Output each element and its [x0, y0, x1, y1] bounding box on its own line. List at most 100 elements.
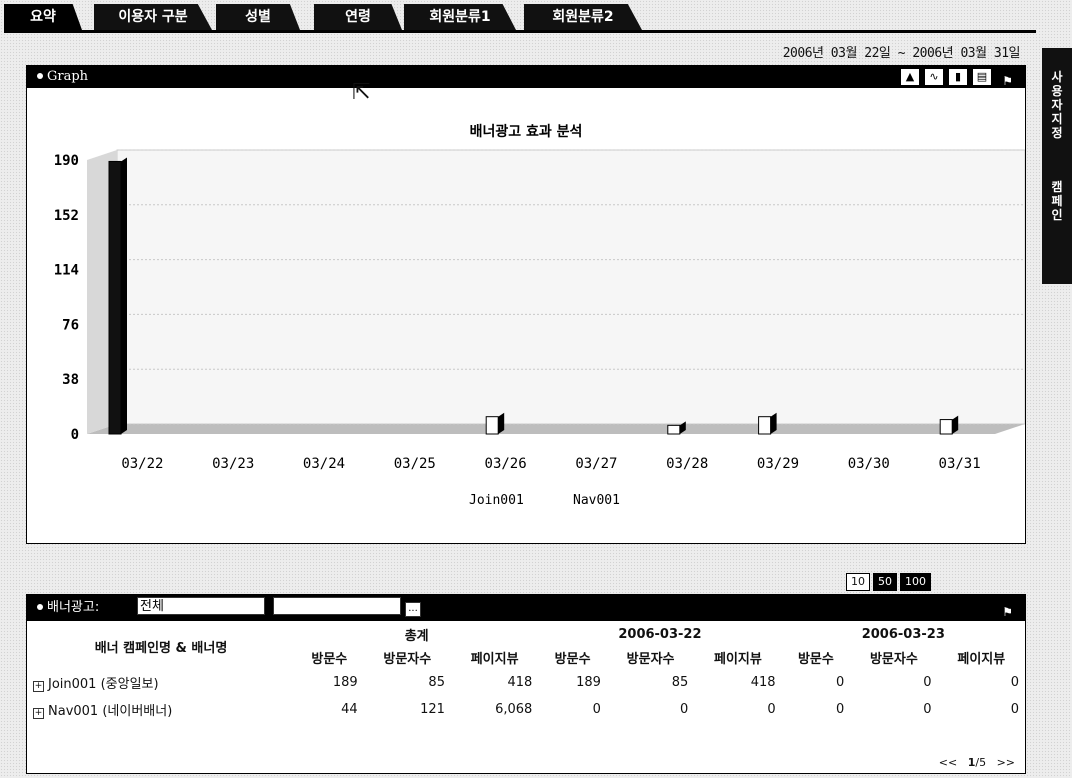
graph-panel-title: Graph	[47, 69, 89, 84]
x-tick-label: 03/27	[575, 456, 617, 472]
banner-filter-label: 배너광고:	[47, 600, 100, 615]
table-cell: 0	[923, 675, 932, 690]
legend-entry: Nav001	[573, 493, 620, 508]
bar-chart: 0 38 76 114 152 190 배너광고 효과 분석 03/22 03/23 03/24 0…	[54, 123, 1026, 508]
legend-entry: Join001	[469, 493, 524, 508]
bar-join001	[108, 160, 122, 435]
table-cell: 0	[679, 702, 689, 717]
tab-member-class-1[interactable]: 회원분류1	[404, 4, 516, 30]
column-header-visitors: 방문자수	[869, 652, 918, 667]
graph-panel-header: Graph ▲ ∿ ▮ ▤ ⚑	[27, 66, 1025, 88]
bullet-icon	[37, 73, 43, 79]
y-tick-label: 114	[54, 263, 79, 279]
column-header-pageviews: 페이지뷰	[714, 652, 762, 667]
bar-side-nav001	[498, 412, 505, 434]
x-tick-label: 03/26	[485, 456, 527, 472]
table-cell: 0	[1010, 675, 1019, 690]
x-tick-label: 03/25	[394, 456, 436, 472]
graph-panel: Graph ▲ ∿ ▮ ▤ ⚑ 0 38 76 114 152 190 배너광고 효과 분석…	[26, 65, 1026, 544]
tab-user-type[interactable]: 이용자 구분	[94, 4, 212, 30]
table-cell: 0	[923, 702, 932, 717]
page-size-10[interactable]: 10	[846, 573, 870, 591]
chart-floor	[87, 424, 1025, 434]
table-cell: 418	[507, 675, 533, 690]
column-header-visits: 방문수	[311, 652, 348, 667]
column-header-pageviews: 페이지뷰	[470, 652, 519, 667]
chart-type-toolbar: ▲ ∿ ▮ ▤	[901, 69, 991, 85]
line-chart-icon[interactable]: ∿	[925, 69, 943, 85]
chart-area: 0 38 76 114 152 190 배너광고 효과 분석 03/22 03/23 03/24 0…	[27, 88, 1026, 543]
banner-filter-select[interactable]: 전체	[137, 597, 265, 615]
tab-bar-divider	[4, 30, 1036, 33]
column-header-visits: 방문수	[797, 652, 834, 667]
tab-gender[interactable]: 성별	[216, 4, 300, 30]
expand-icon[interactable]: +	[33, 708, 44, 719]
column-header-pageviews: 페이지뷰	[957, 652, 1006, 667]
column-header-banner-name: 배너 캠페인명 & 배너명	[94, 640, 228, 656]
banner-stats-table: 배너 캠페인명 & 배너명 총계 2006-03-22 2006-03-23 방…	[27, 623, 1025, 723]
bar-nav001	[667, 424, 681, 435]
y-tick-label: 152	[54, 208, 79, 224]
page-size-selector: 10 50 100	[846, 573, 931, 591]
bar-side-join001	[121, 157, 127, 434]
column-group-date-2: 2006-03-23	[861, 627, 945, 642]
table-cell: 0	[767, 702, 776, 717]
flag-icon[interactable]: ⚑	[1002, 74, 1013, 88]
column-group-total: 총계	[404, 629, 429, 644]
table-cell: 0	[592, 702, 601, 717]
column-group-date-1: 2006-03-22	[618, 627, 702, 642]
flag-icon[interactable]: ⚑	[1002, 605, 1013, 619]
table-cell: 6,068	[495, 702, 533, 717]
banner-filter-bar: 배너광고: 전체 ... ⚑	[27, 595, 1025, 621]
page-size-50[interactable]: 50	[873, 573, 897, 591]
x-tick-label: 03/28	[666, 456, 708, 472]
column-header-visitors: 방문자수	[383, 652, 432, 667]
bar-chart-icon[interactable]: ▮	[949, 69, 967, 85]
banner-search-input[interactable]	[273, 597, 401, 615]
prev-page-link[interactable]: <<	[938, 756, 958, 769]
table-cell: 0	[1010, 702, 1019, 717]
y-tick-label: 38	[62, 372, 79, 388]
chart-title: 배너광고 효과 분석	[470, 123, 583, 140]
chart-back-wall	[116, 149, 1026, 425]
tab-age[interactable]: 연령	[314, 4, 402, 30]
next-page-link[interactable]: >>	[996, 756, 1015, 769]
bar-side-nav001	[770, 412, 777, 434]
table-cell: 44	[341, 702, 358, 717]
current-page: 1	[967, 756, 976, 769]
stacked-chart-icon[interactable]: ▤	[973, 69, 991, 85]
bar-nav001	[485, 416, 499, 435]
table-row[interactable]: + Join001 (중앙일보) 189 85 418 189 85 418 0 0 0	[27, 669, 1025, 696]
tab-member-class-2[interactable]: 회원분류2	[524, 4, 642, 30]
table-cell: 85	[671, 675, 689, 690]
banner-table-panel: 배너광고: 전체 ... ⚑ 배너 캠페인명 & 배너명 총계 2006-03-…	[26, 594, 1026, 774]
table-cell: 418	[750, 675, 776, 690]
total-pages: 5	[979, 756, 987, 769]
y-tick-label: 76	[62, 317, 79, 333]
page-size-100[interactable]: 100	[900, 573, 931, 591]
x-tick-label: 03/22	[121, 456, 163, 472]
banner-browse-button[interactable]: ...	[405, 602, 421, 617]
y-tick-label: 0	[71, 427, 79, 443]
expand-icon[interactable]: +	[33, 681, 44, 692]
table-cell: 121	[420, 702, 445, 717]
banner-name: Join001 (중앙일보)	[48, 677, 159, 692]
pagination: << 1/5 >>	[938, 756, 1015, 769]
x-tick-label: 03/23	[212, 456, 254, 472]
column-header-visitors: 방문자수	[626, 652, 675, 667]
sub-header-row: 방문수 방문자수 페이지뷰 방문수 방문자수 페이지뷰 방문수 방문자수 페이지뷰	[27, 646, 1025, 669]
table-row[interactable]: + Nav001 (네이버배너) 44 121 6,068 0 0 0 0 0 0	[27, 696, 1025, 723]
mouse-cursor-icon: ⇱	[352, 80, 371, 105]
x-tick-label: 03/29	[757, 456, 799, 472]
y-tick-label: 190	[54, 153, 79, 169]
tab-summary[interactable]: 요약	[4, 4, 82, 30]
x-tick-label: 03/24	[303, 456, 345, 472]
table-cell: 0	[835, 675, 845, 690]
table-cell: 85	[428, 675, 445, 690]
bar-side-nav001	[952, 415, 959, 434]
area-chart-icon[interactable]: ▲	[901, 69, 919, 85]
column-header-visits: 방문수	[554, 652, 591, 667]
